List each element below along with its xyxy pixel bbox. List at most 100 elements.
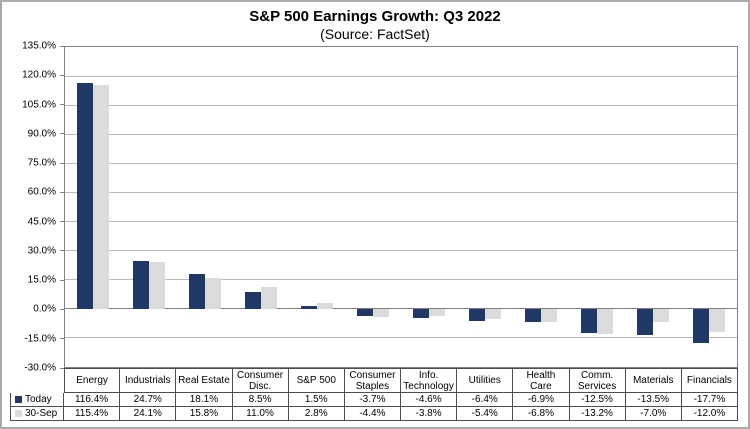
table-header-health-care: Health Care [513,368,570,393]
data-table: Energy Industrials Real Estate Consumer Dis… [10,368,738,421]
bar-30-sep-s-p-500 [317,303,334,309]
gridline [65,162,737,164]
table-value-30-sep-financials: -12.0% [681,407,738,421]
y-axis-tick-label: 105.0% [22,99,56,111]
legend-label: Today [25,394,52,405]
table-header-energy: Energy [64,368,121,393]
gridline [65,337,737,339]
table-value-today-info-technology: -4.6% [401,393,458,407]
y-axis-tick-label: 30.0% [27,245,56,257]
y-axis-tick-label: 75.0% [27,157,56,169]
bar-30-sep-materials [653,308,670,323]
bar-today-industrials [132,260,149,309]
table-header-industrials: Industrials [120,368,177,393]
bar-today-consumer-disc- [244,292,261,309]
bar-30-sep-utilities [485,308,502,320]
y-axis-tick-label: 45.0% [27,216,56,228]
y-axis-tick-label: 0.0% [33,303,56,315]
table-header-consumer-staples: Consumer Staples [344,368,401,393]
y-axis-tick-mark [60,338,64,340]
table-header-s-p-500: S&P 500 [288,368,345,393]
bar-30-sep-industrials [149,262,166,309]
table-value-30-sep-s-p-500: 2.8% [288,407,345,421]
y-axis-tick-label: 90.0% [27,128,56,140]
table-value-today-health-care: -6.9% [513,393,570,407]
y-axis-tick-mark [60,250,64,252]
y-axis-tick-mark [60,367,64,369]
table-value-today-consumer-staples: -3.7% [344,393,401,407]
bar-today-real-estate [188,273,205,309]
table-value-today-consumer-disc-: 8.5% [232,393,289,407]
bar-30-sep-info-technology [429,308,446,317]
legend-swatch-today [15,396,22,403]
table-value-today-real-estate: 18.1% [176,393,233,407]
gridline [65,191,737,193]
table-header-comm-services: Comm. Services [569,368,626,393]
legend-key-30-sep: 30-Sep [10,407,64,421]
bar-30-sep-consumer-disc- [261,287,278,309]
table-value-today-industrials: 24.7% [120,393,177,407]
table-header-utilities: Utilities [457,368,514,393]
table-header-consumer-disc-: Consumer Disc. [232,368,289,393]
bar-today-health-care [524,308,541,323]
gridline [65,250,737,252]
y-axis-tick-label: -30.0% [24,362,56,374]
gridline [65,75,737,77]
table-value-today-financials: -17.7% [681,393,738,407]
bar-today-consumer-staples [356,308,373,316]
bar-30-sep-financials [709,308,726,333]
chart-area: 135.0% 120.0% 105.0% 90.0% 75.0% 60.0% 45.0% 30… [10,41,738,421]
y-axis-tick-mark [60,162,64,164]
table-header-materials: Materials [625,368,682,393]
y-axis-tick-label: 135.0% [22,40,56,52]
y-axis-tick-label: 60.0% [27,186,56,198]
table-value-30-sep-industrials: 24.1% [120,407,177,421]
y-axis-tick-mark [60,45,64,47]
legend-key-today: Today [10,393,64,407]
y-axis-tick-mark [60,308,64,310]
y-axis-tick-label: 15.0% [27,274,56,286]
table-value-today-energy: 116.4% [64,393,121,407]
bar-today-energy [76,83,93,309]
bar-30-sep-real-estate [205,278,222,309]
y-axis-tick-mark [60,191,64,193]
zero-gridline [65,308,737,310]
y-axis-tick-mark [60,74,64,76]
bar-today-comm-services [580,308,597,334]
y-axis-tick-mark [60,133,64,135]
table-header-financials: Financials [681,368,738,393]
gridline [65,133,737,135]
bar-30-sep-energy [93,85,110,309]
y-axis-tick-mark [60,221,64,223]
bar-today-utilities [468,308,485,322]
bar-30-sep-comm-services [597,308,614,335]
gridline [65,104,737,106]
plot-area [64,46,738,368]
table-value-30-sep-energy: 115.4% [64,407,121,421]
table-value-30-sep-utilities: -5.4% [457,407,514,421]
chart-title: S&P 500 Earnings Growth: Q3 2022 [249,8,501,25]
bar-30-sep-health-care [541,308,558,322]
bar-today-info-technology [412,308,429,318]
table-value-30-sep-real-estate: 15.8% [176,407,233,421]
table-value-30-sep-consumer-staples: -4.4% [344,407,401,421]
y-axis-tick-mark [60,104,64,106]
table-value-30-sep-comm-services: -13.2% [569,407,626,421]
chart-subtitle: (Source: FactSet) [320,26,430,42]
table-value-today-s-p-500: 1.5% [288,393,345,407]
legend-swatch-30-sep [15,410,22,417]
bar-today-s-p-500 [300,305,317,309]
bar-today-materials [636,308,653,335]
gridline [65,279,737,281]
y-axis-tick-label: 120.0% [22,69,56,81]
legend-label: 30-Sep [25,408,58,419]
table-value-30-sep-health-care: -6.8% [513,407,570,421]
table-value-30-sep-materials: -7.0% [625,407,682,421]
table-value-today-utilities: -6.4% [457,393,514,407]
y-axis: 135.0% 120.0% 105.0% 90.0% 75.0% 60.0% 45.0% 30… [10,41,64,374]
table-value-today-comm-services: -12.5% [569,393,626,407]
table-header-real-estate: Real Estate [176,368,233,393]
table-value-today-materials: -13.5% [625,393,682,407]
table-value-30-sep-consumer-disc-: 11.0% [232,407,289,421]
